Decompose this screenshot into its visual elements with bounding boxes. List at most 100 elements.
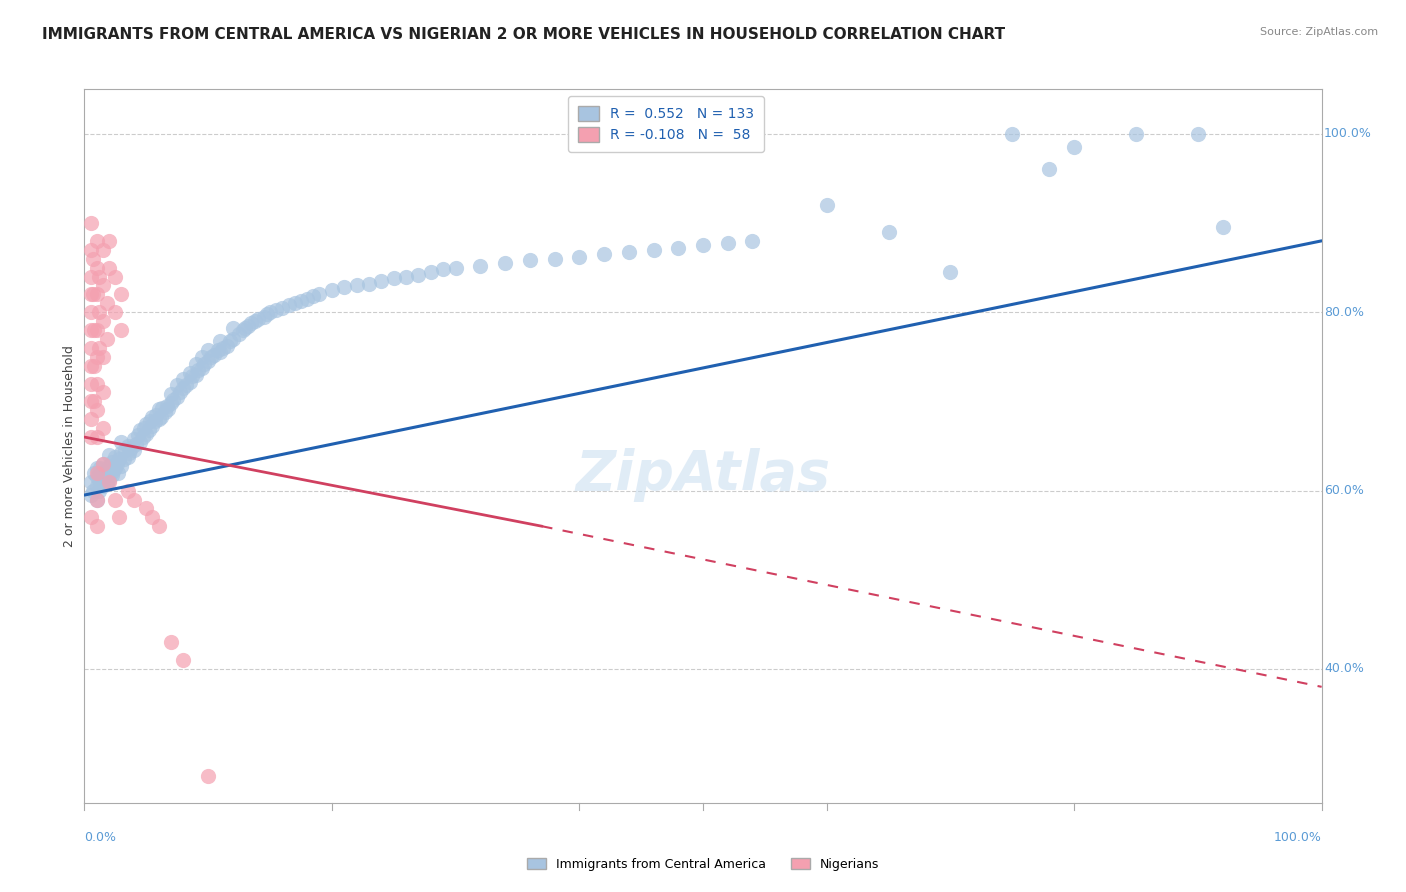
Point <box>110 287 132 301</box>
Point <box>321 283 343 297</box>
Point <box>104 492 127 507</box>
Point <box>494 256 516 270</box>
Point <box>741 234 763 248</box>
Point <box>543 252 565 266</box>
Point <box>89 483 111 498</box>
Point <box>93 470 115 484</box>
Point <box>519 253 541 268</box>
Point <box>100 467 122 482</box>
Point <box>89 475 111 489</box>
Point <box>89 467 111 482</box>
Point <box>207 343 229 357</box>
Point <box>86 376 108 391</box>
Point <box>209 345 232 359</box>
Point <box>79 243 101 257</box>
Point <box>83 323 105 337</box>
Point <box>160 635 183 649</box>
Point <box>82 252 104 266</box>
Point <box>717 235 740 250</box>
Point <box>408 268 430 282</box>
Point <box>86 492 108 507</box>
Point <box>232 323 254 337</box>
Point <box>153 405 176 419</box>
Point <box>264 303 287 318</box>
Point <box>91 278 114 293</box>
Point <box>125 437 148 451</box>
Point <box>122 443 145 458</box>
Point <box>191 350 214 364</box>
Point <box>139 414 162 428</box>
Point <box>212 341 235 355</box>
Point <box>236 318 259 333</box>
Point <box>129 434 152 449</box>
Point <box>122 492 145 507</box>
Point <box>143 414 166 428</box>
Point <box>98 458 121 473</box>
Point <box>110 323 132 337</box>
Point <box>259 305 281 319</box>
Point <box>148 412 170 426</box>
Point <box>91 479 114 493</box>
Point <box>127 428 149 442</box>
Point <box>91 243 114 257</box>
Point <box>191 360 214 375</box>
Point <box>444 260 467 275</box>
Text: 80.0%: 80.0% <box>1324 306 1364 318</box>
Point <box>166 378 188 392</box>
Point <box>82 483 104 498</box>
Point <box>117 483 139 498</box>
Point <box>382 271 405 285</box>
Point <box>98 448 121 462</box>
Text: Source: ZipAtlas.com: Source: ZipAtlas.com <box>1260 27 1378 37</box>
Point <box>83 466 105 480</box>
Point <box>174 378 197 392</box>
Point <box>179 375 201 389</box>
Point <box>256 307 278 321</box>
Point <box>138 423 160 437</box>
Y-axis label: 2 or more Vehicles in Household: 2 or more Vehicles in Household <box>63 345 76 547</box>
Point <box>117 439 139 453</box>
Point <box>83 359 105 373</box>
Text: ZipAtlas: ZipAtlas <box>575 448 831 501</box>
Point <box>105 457 128 471</box>
Point <box>79 216 101 230</box>
Point <box>150 401 173 415</box>
Point <box>86 287 108 301</box>
Text: 100.0%: 100.0% <box>1274 831 1322 845</box>
Point <box>79 323 101 337</box>
Point <box>271 301 294 315</box>
Point <box>91 314 114 328</box>
Point <box>86 234 108 248</box>
Point <box>200 350 222 364</box>
Point <box>129 423 152 437</box>
Point <box>91 385 114 400</box>
Point <box>141 419 163 434</box>
Point <box>108 452 131 467</box>
Point <box>593 247 616 261</box>
Point <box>104 450 127 464</box>
Point <box>141 410 163 425</box>
Point <box>86 479 108 493</box>
Point <box>79 488 101 502</box>
Point <box>187 363 209 377</box>
Point <box>91 457 114 471</box>
Point <box>98 234 121 248</box>
Point <box>96 464 118 478</box>
Point <box>148 519 170 533</box>
Point <box>89 269 111 284</box>
Point <box>382 840 405 855</box>
Point <box>79 341 101 355</box>
Point <box>643 243 665 257</box>
Point <box>148 401 170 416</box>
Point <box>193 357 215 371</box>
Point <box>156 399 179 413</box>
Point <box>104 269 127 284</box>
Point <box>666 241 689 255</box>
Point <box>91 457 114 471</box>
Point <box>181 369 204 384</box>
Point <box>132 421 155 435</box>
Point <box>419 265 441 279</box>
Point <box>295 292 318 306</box>
Point <box>333 280 356 294</box>
Point <box>96 476 118 491</box>
